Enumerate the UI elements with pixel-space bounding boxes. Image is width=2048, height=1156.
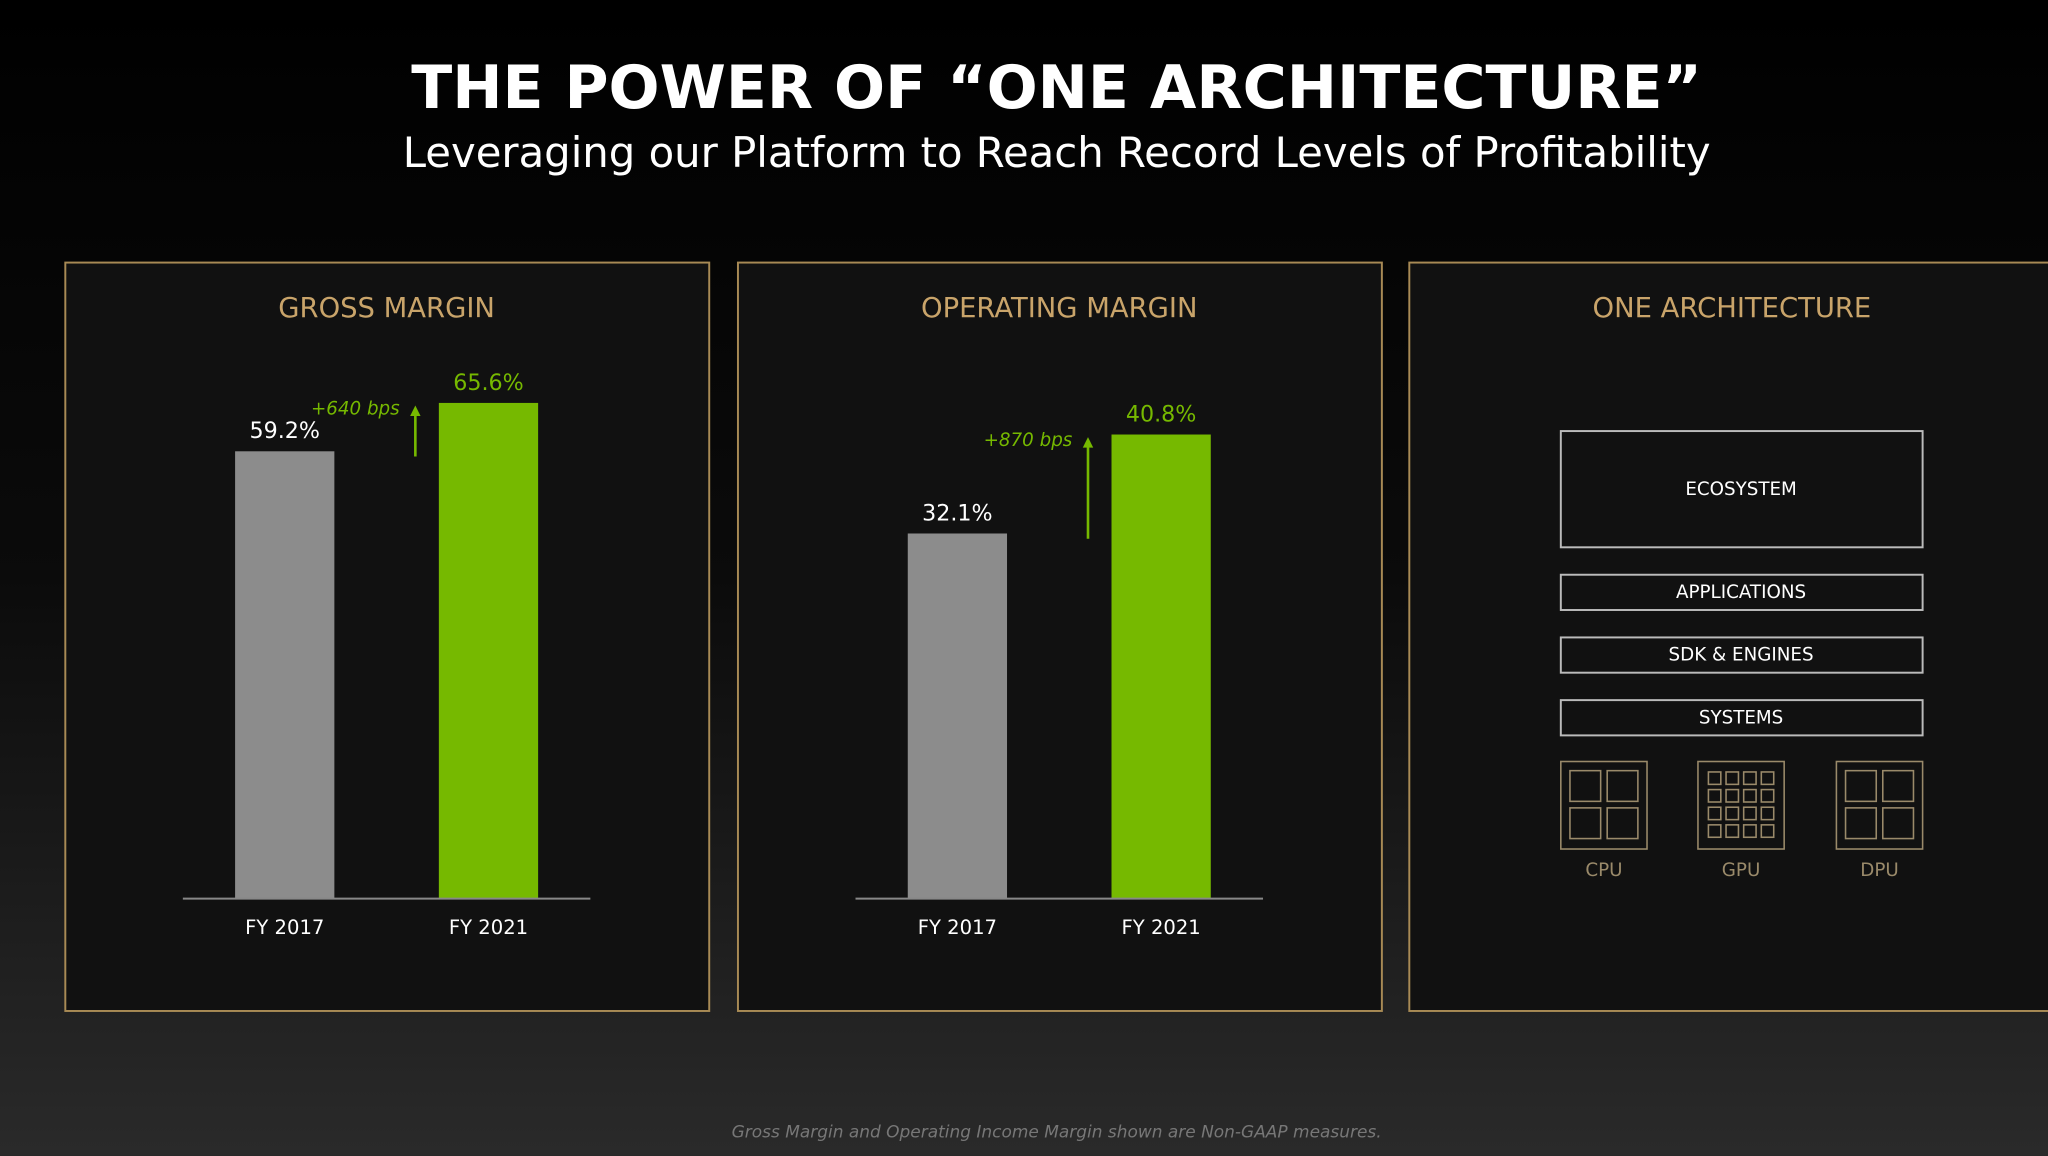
chart-title: OPERATING MARGIN	[921, 293, 1198, 324]
value-label: 59.2%	[249, 418, 319, 444]
chip-icon	[1560, 760, 1648, 850]
value-label: 65.6%	[453, 370, 523, 396]
change-annotation: +870 bps	[984, 430, 1073, 451]
chip-cell	[1606, 769, 1639, 803]
bar	[235, 451, 335, 899]
chip-cell	[1742, 806, 1757, 821]
chip-icon	[1835, 760, 1924, 850]
chip-cell	[1569, 769, 1602, 803]
value-label: 40.8%	[1126, 401, 1196, 427]
layer-box	[1559, 699, 1924, 737]
chip-cell	[1707, 788, 1722, 803]
footnote: Gross Margin and Operating Income Margin…	[732, 1122, 1382, 1142]
chip-cell	[1760, 788, 1775, 803]
architecture-diagram: ONE ARCHITECTURE ECOSYSTEM APPLICATIONS …	[1559, 293, 1924, 881]
panel-title: ONE ARCHITECTURE	[1593, 293, 1872, 324]
x-tick-label: FY 2017	[918, 916, 997, 939]
chip-cell	[1742, 824, 1757, 839]
chip-cell	[1606, 807, 1639, 840]
chip-cell	[1742, 788, 1757, 803]
bar	[907, 533, 1008, 899]
layer-label: ECOSYSTEM	[1685, 479, 1796, 500]
chip-cell	[1725, 806, 1740, 821]
change-arrow-head	[1082, 437, 1094, 448]
value-label: 32.1%	[922, 500, 992, 526]
chip-cell	[1760, 771, 1775, 786]
chip-cell	[1742, 771, 1757, 786]
layer-label: APPLICATIONS	[1676, 582, 1806, 603]
chip-cell	[1844, 807, 1878, 840]
x-tick-label: FY 2021	[1122, 916, 1201, 939]
chip-label: GPU	[1722, 860, 1761, 881]
x-tick-label: FY 2017	[245, 916, 324, 939]
chip-cell	[1881, 807, 1915, 840]
chip-cell	[1760, 806, 1775, 821]
chip-label: CPU	[1585, 860, 1622, 881]
bar	[1111, 434, 1211, 899]
chip-cell	[1844, 769, 1878, 803]
chip-cell	[1707, 824, 1722, 839]
chart-title: GROSS MARGIN	[278, 293, 495, 324]
bar	[438, 402, 539, 899]
chip-cell	[1725, 771, 1740, 786]
slide-title: THE POWER OF “ONE ARCHITECTURE”	[411, 53, 1702, 123]
layer-label: SDK & ENGINES	[1669, 645, 1814, 666]
panel	[736, 261, 1383, 1012]
chip-cell	[1760, 824, 1775, 839]
layer-box	[1559, 636, 1924, 674]
chip-cell	[1881, 769, 1915, 803]
chip-cell	[1569, 807, 1602, 840]
change-annotation: +640 bps	[311, 398, 400, 419]
panel	[64, 261, 711, 1012]
chip-cell	[1707, 806, 1722, 821]
x-tick-label: FY 2021	[449, 916, 528, 939]
chip-icon	[1697, 760, 1785, 850]
change-arrow-head	[410, 405, 421, 416]
chip-cell	[1707, 771, 1722, 786]
layer-label: SYSTEMS	[1699, 707, 1783, 728]
chip-cell	[1725, 824, 1740, 839]
layer-box	[1559, 573, 1924, 611]
layer-box	[1559, 430, 1924, 549]
slide-subtitle: Leveraging our Platform to Reach Record …	[403, 128, 1711, 177]
chip-cell	[1725, 788, 1740, 803]
chip-label: DPU	[1860, 860, 1898, 881]
